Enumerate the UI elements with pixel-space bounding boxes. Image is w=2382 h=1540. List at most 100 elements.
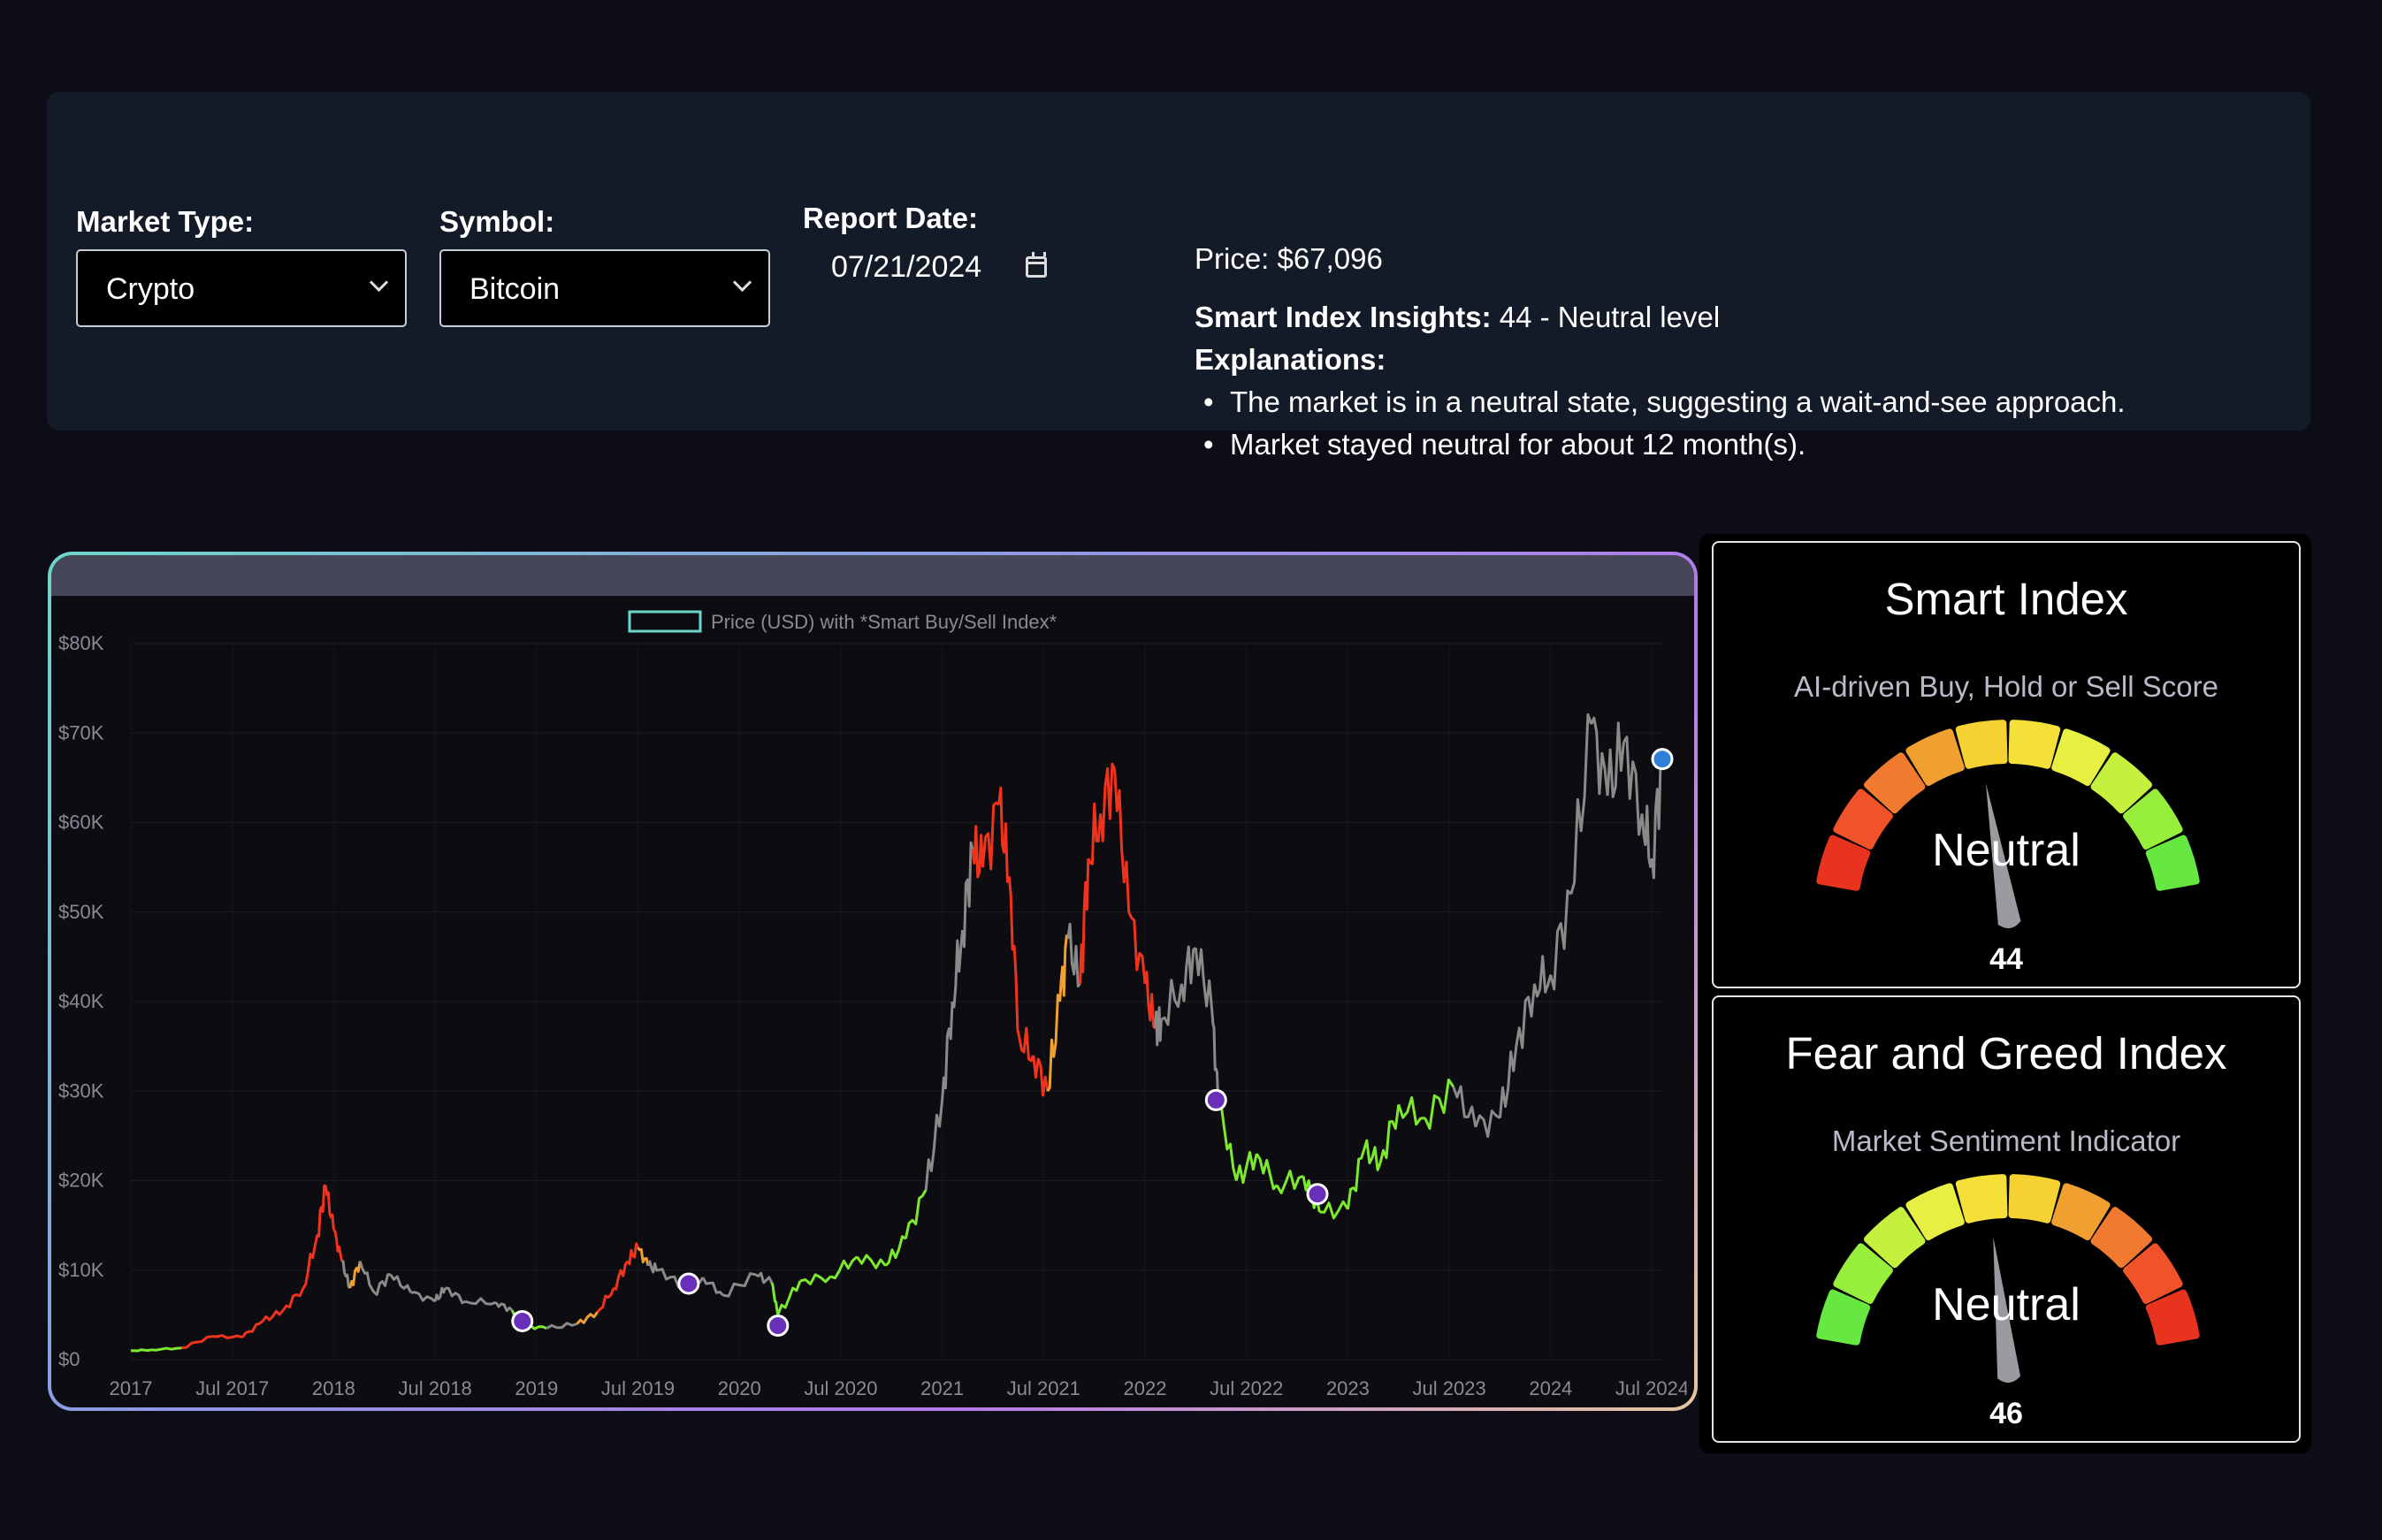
price-line-segment xyxy=(1046,994,1062,1093)
price-chart-card: $0 $10K $20K $30K $40K $50K $60K $70K $80K 2017 Ju… xyxy=(48,552,1698,1411)
price-line-segment xyxy=(1363,1139,1382,1171)
y-tick-label: $20K xyxy=(58,1170,104,1192)
price-chart[interactable]: $0 $10K $20K $30K $40K $50K $60K $70K $80K 2017 Ju… xyxy=(51,555,1687,1400)
smart-insight-line: Smart Index Insights: 44 - Neutral level xyxy=(1195,301,1720,334)
fear-greed-gauge xyxy=(1816,1174,2200,1383)
chart-area: $0 $10K $20K $30K $40K $50K $60K $70K $80K 2017 Ju… xyxy=(51,555,1694,1407)
gauge-segment xyxy=(1816,835,1871,891)
price-line-segment xyxy=(130,1348,152,1353)
price-line-segment xyxy=(1099,762,1116,842)
price-line-segment xyxy=(971,825,984,879)
price-line-segment xyxy=(924,1100,944,1190)
price-line-segment xyxy=(150,1346,182,1352)
explanations-label: Explanations: xyxy=(1195,343,1386,376)
calendar-icon[interactable] xyxy=(1026,252,1047,278)
gauge-segment xyxy=(1955,720,2008,769)
price-line-segment xyxy=(1032,1055,1050,1097)
report-date-field: Report Date: 07/21/2024 xyxy=(803,202,1103,325)
price-line-segment xyxy=(1154,1006,1163,1047)
price-line-segment xyxy=(546,1322,578,1330)
symbol-label: Symbol: xyxy=(439,205,555,238)
price-line-segment xyxy=(1275,1170,1304,1194)
x-tick-label: 2022 xyxy=(1124,1377,1167,1399)
chart-header-bar xyxy=(51,555,1694,596)
price-line-segment xyxy=(341,1260,351,1289)
legend-swatch xyxy=(628,610,702,633)
price-line-segment xyxy=(1424,1078,1454,1130)
signal-marker[interactable] xyxy=(677,1272,700,1295)
x-tick-label: Jul 2024 xyxy=(1615,1377,1687,1399)
price-line-segment xyxy=(576,1311,599,1325)
price-line-segment xyxy=(1452,1085,1477,1128)
market-type-label: Market Type: xyxy=(76,205,255,238)
gauge-needle xyxy=(1985,783,2021,928)
price-line-segment xyxy=(433,1286,447,1302)
price-line-segment xyxy=(722,1272,756,1298)
signal-marker[interactable] xyxy=(767,1315,790,1338)
gauge-segment xyxy=(1905,728,1965,787)
market-type-select[interactable]: Crypto xyxy=(76,249,407,327)
price-line-segment xyxy=(596,1287,615,1314)
report-date-input[interactable]: 07/21/2024 xyxy=(803,237,1103,308)
signal-marker[interactable] xyxy=(1651,748,1674,771)
price-line-segment xyxy=(1622,736,1644,836)
gauge-segment xyxy=(2123,789,2183,850)
price-line-segment xyxy=(941,1001,954,1101)
gauge-segment xyxy=(1833,1243,1893,1304)
price-line-segment xyxy=(1210,1010,1220,1101)
x-tick-label: 2020 xyxy=(718,1377,761,1399)
smart-insight-text: 44 - Neutral level xyxy=(1491,301,1721,333)
gauge-segment xyxy=(1955,1174,2008,1224)
price-text: Price: $67,096 xyxy=(1195,242,1383,275)
gauge-state: Neutral xyxy=(1932,825,2080,876)
price-line-segment xyxy=(302,1233,319,1289)
market-type-value: Crypto xyxy=(106,272,195,306)
x-tick-label: Jul 2020 xyxy=(804,1377,877,1399)
y-tick-label: $40K xyxy=(58,990,104,1012)
price-line-segment xyxy=(1079,858,1090,984)
y-tick-label: $60K xyxy=(58,812,104,834)
y-tick-label: $30K xyxy=(58,1079,104,1102)
price-line-segment xyxy=(1087,802,1103,865)
price-line-segment xyxy=(981,801,1000,871)
report-date-value: 07/21/2024 xyxy=(831,250,982,284)
price-line-segment xyxy=(1180,945,1197,1003)
price-line-segment xyxy=(829,1255,859,1280)
chevron-down-icon xyxy=(732,272,752,293)
price-line-segment xyxy=(281,1287,305,1312)
price-line-segment xyxy=(181,1335,213,1350)
signal-marker[interactable] xyxy=(511,1309,534,1332)
price-line-segment xyxy=(951,929,965,1009)
x-tick-label: 2024 xyxy=(1529,1377,1572,1399)
price-line-segment xyxy=(1217,1099,1238,1181)
price-line-segment xyxy=(1474,1109,1501,1139)
signal-marker[interactable] xyxy=(1204,1088,1227,1111)
price-line-segment xyxy=(373,1273,391,1296)
gauge-subtitle: Market Sentiment Indicator xyxy=(1831,1125,2181,1157)
x-tick-label: Jul 2022 xyxy=(1210,1377,1283,1399)
signal-marker[interactable] xyxy=(1306,1183,1329,1206)
price-line-segment xyxy=(1606,721,1625,798)
price-line-segment xyxy=(961,841,974,949)
report-date-label: Report Date: xyxy=(803,202,979,234)
symbol-value: Bitcoin xyxy=(470,272,561,306)
price-line-segment xyxy=(1255,1153,1279,1191)
price-line-segment xyxy=(776,1280,802,1315)
price-line-segment xyxy=(332,1229,344,1262)
price-line-segment xyxy=(799,1273,832,1285)
symbol-select[interactable]: Bitcoin xyxy=(439,249,770,327)
gauge-subtitle: AI-driven Buy, Hold or Sell Score xyxy=(1794,670,2218,703)
smart-index-card: Smart Index AI-driven Buy, Hold or Sell … xyxy=(1712,541,2301,988)
x-tick-label: 2023 xyxy=(1326,1377,1370,1399)
gauge-segment xyxy=(2090,1207,2152,1269)
fear-greed-card: Fear and Greed Index Market Sentiment In… xyxy=(1712,995,2301,1443)
x-tick-label: Jul 2019 xyxy=(601,1377,675,1399)
y-tick-label: $50K xyxy=(58,901,104,923)
gauge-segment xyxy=(2123,1243,2183,1304)
price-line-segment xyxy=(1234,1151,1258,1185)
smart-insight-label: Smart Index Insights: xyxy=(1195,301,1492,333)
y-tick-label: $0 xyxy=(58,1348,80,1370)
price-line-segment xyxy=(1160,979,1183,1026)
gauge-segment xyxy=(2145,835,2200,891)
gauge-segment xyxy=(1864,752,1926,814)
